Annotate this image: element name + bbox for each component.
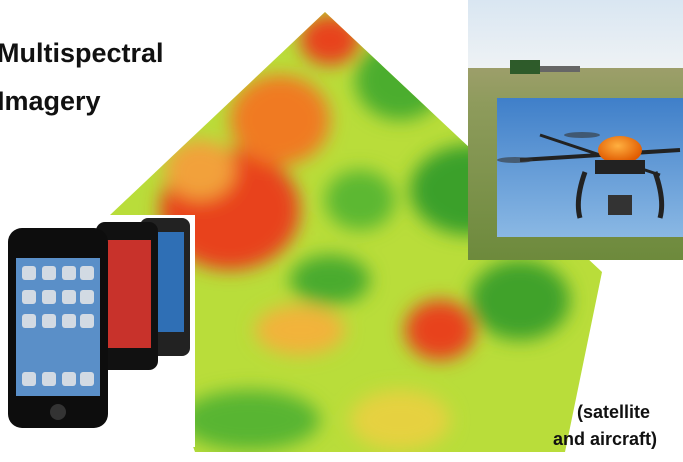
drone-photo	[497, 98, 683, 237]
title-line: Multispectral	[0, 38, 164, 68]
caption-line: and aircraft)	[553, 429, 657, 449]
title-line: Imagery	[0, 86, 101, 116]
caption-line: (satellite	[577, 402, 650, 422]
phones-photo	[0, 215, 195, 447]
